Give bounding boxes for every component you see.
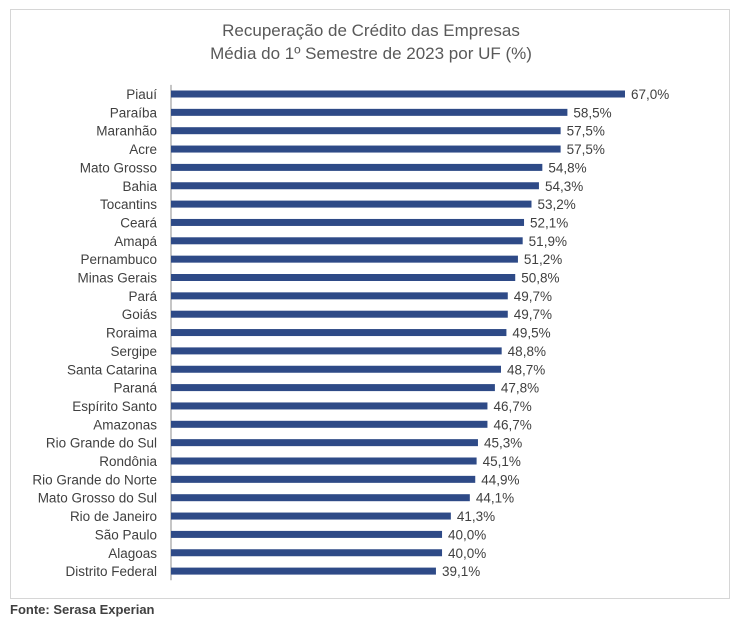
category-label: Tocantins xyxy=(100,197,157,212)
data-label: 52,1% xyxy=(530,215,568,230)
data-label: 58,5% xyxy=(573,105,611,120)
bar xyxy=(171,457,477,465)
bar xyxy=(171,218,525,226)
data-label: 45,1% xyxy=(483,454,521,469)
data-label: 57,5% xyxy=(567,124,605,139)
data-label: 54,8% xyxy=(548,160,586,175)
category-label: Roraima xyxy=(106,326,158,341)
bar xyxy=(171,182,539,190)
data-label: 48,7% xyxy=(507,362,545,377)
category-label: Minas Gerais xyxy=(77,271,157,286)
category-label: Rondônia xyxy=(99,454,157,469)
data-label: 51,9% xyxy=(529,234,567,249)
bar xyxy=(171,329,507,337)
category-label: Goiás xyxy=(122,307,158,322)
data-label: 41,3% xyxy=(457,509,495,524)
bar xyxy=(171,163,543,171)
data-label: 44,1% xyxy=(476,491,514,506)
category-label: Rio Grande do Sul xyxy=(46,436,157,451)
data-label: 49,7% xyxy=(514,307,552,322)
bar xyxy=(171,145,561,153)
bar xyxy=(171,255,518,263)
bar xyxy=(171,549,443,557)
data-label: 44,9% xyxy=(481,472,519,487)
bar xyxy=(171,439,478,447)
category-label: Sergipe xyxy=(110,344,157,359)
category-label: Maranhão xyxy=(96,124,157,139)
data-label: 49,7% xyxy=(514,289,552,304)
bar xyxy=(171,127,561,135)
bar xyxy=(171,108,568,116)
data-label: 47,8% xyxy=(501,381,539,396)
category-label: Paraná xyxy=(113,381,157,396)
bar xyxy=(171,494,470,502)
category-label: São Paulo xyxy=(95,527,157,542)
chart-title: Recuperação de Crédito das Empresas xyxy=(222,21,520,40)
source-note: Fonte: Serasa Experian xyxy=(10,602,155,617)
bar xyxy=(171,200,532,208)
category-label: Amapá xyxy=(114,234,157,249)
category-label: Pará xyxy=(128,289,157,304)
category-label: Bahia xyxy=(122,179,157,194)
bar xyxy=(171,292,508,300)
bar xyxy=(171,384,495,392)
category-label: Piauí xyxy=(126,87,157,102)
bar xyxy=(171,475,476,483)
data-label: 51,2% xyxy=(524,252,562,267)
category-label: Mato Grosso do Sul xyxy=(38,491,157,506)
bar xyxy=(171,347,502,355)
data-label: 48,8% xyxy=(508,344,546,359)
bar xyxy=(171,402,488,410)
bar xyxy=(171,90,625,98)
category-label: Acre xyxy=(129,142,157,157)
bar xyxy=(171,530,443,538)
bar xyxy=(171,567,436,575)
bar xyxy=(171,310,508,318)
data-label: 45,3% xyxy=(484,436,522,451)
category-label: Ceará xyxy=(120,215,157,230)
category-label: Paraíba xyxy=(110,105,158,120)
data-label: 67,0% xyxy=(631,87,669,102)
category-label: Rio de Janeiro xyxy=(70,509,157,524)
data-label: 53,2% xyxy=(537,197,575,212)
chart-subtitle: Média do 1º Semestre de 2023 por UF (%) xyxy=(210,44,532,63)
bar xyxy=(171,420,488,428)
data-label: 54,3% xyxy=(545,179,583,194)
category-label: Amazonas xyxy=(93,417,157,432)
category-label: Santa Catarina xyxy=(67,362,158,377)
data-label: 46,7% xyxy=(493,417,531,432)
category-label: Mato Grosso xyxy=(80,160,157,175)
category-label: Pernambuco xyxy=(80,252,157,267)
bar xyxy=(171,365,501,373)
bar xyxy=(171,274,516,281)
category-label: Alagoas xyxy=(108,546,157,561)
data-label: 40,0% xyxy=(448,546,486,561)
category-label: Distrito Federal xyxy=(65,564,157,579)
category-label: Rio Grande do Norte xyxy=(32,472,157,487)
bar xyxy=(171,512,451,520)
data-label: 40,0% xyxy=(448,527,486,542)
data-label: 50,8% xyxy=(521,271,559,286)
bar xyxy=(171,237,523,245)
data-label: 49,5% xyxy=(512,326,550,341)
data-label: 39,1% xyxy=(442,564,480,579)
data-label: 46,7% xyxy=(493,399,531,414)
category-label: Espírito Santo xyxy=(72,399,157,414)
data-label: 57,5% xyxy=(567,142,605,157)
